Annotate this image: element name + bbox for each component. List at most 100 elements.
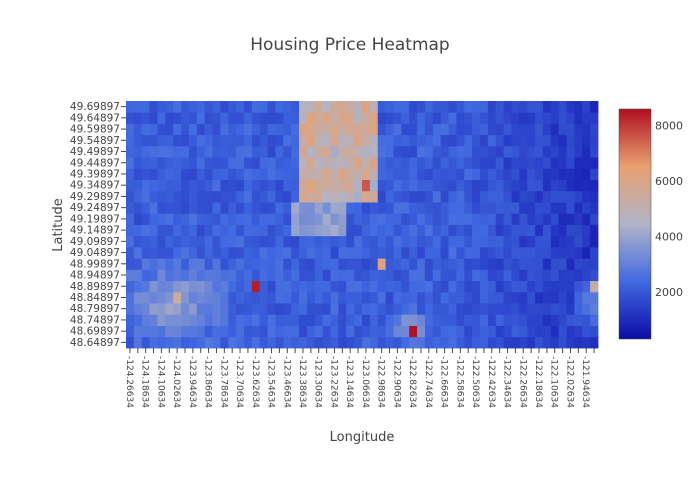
heatmap-cell: [377, 179, 386, 192]
heatmap-cell: [149, 101, 158, 113]
heatmap-cell: [424, 179, 434, 192]
heatmap-cell: [244, 246, 253, 259]
heatmap-cell: [432, 134, 442, 147]
heatmap-cell: [228, 179, 237, 192]
x-tick-label: -123.22634: [328, 356, 338, 408]
heatmap-cell: [456, 123, 465, 136]
heatmap-cell: [275, 314, 284, 326]
heatmap-cell: [283, 157, 292, 169]
heatmap-cell: [283, 202, 292, 214]
heatmap-cell: [275, 202, 284, 214]
heatmap-cell: [448, 123, 457, 136]
heatmap-cell: [244, 190, 253, 203]
heatmap-cell: [393, 179, 402, 192]
heatmap-cell: [472, 269, 481, 282]
heatmap-cell: [566, 134, 575, 147]
heatmap-cell: [322, 157, 331, 169]
heatmap-cell: [133, 157, 143, 169]
heatmap-cell: [346, 213, 355, 225]
heatmap-cell: [314, 269, 324, 282]
heatmap-cell: [456, 202, 465, 214]
heatmap-cell: [566, 168, 575, 180]
heatmap-cell: [204, 168, 213, 180]
heatmap-cell: [283, 168, 292, 180]
heatmap-cell: [409, 190, 418, 203]
heatmap-cell: [322, 246, 331, 259]
heatmap-cell: [181, 258, 190, 270]
heatmap-cell: [511, 157, 520, 169]
heatmap-cell: [236, 213, 245, 225]
heatmap-cell: [472, 190, 481, 203]
heatmap-cell: [275, 168, 284, 180]
heatmap-cell: [511, 291, 520, 304]
heatmap-cell: [503, 303, 512, 315]
heatmap-cell: [472, 291, 481, 304]
heatmap-cell: [558, 101, 567, 113]
heatmap-cell: [181, 123, 190, 136]
y-tick-label: 49.64897: [70, 112, 120, 124]
heatmap-cell: [338, 134, 347, 147]
heatmap-cell: [275, 112, 284, 124]
heatmap-cell: [362, 269, 371, 282]
x-tick-label: -123.54634: [266, 356, 276, 408]
heatmap-cell: [306, 336, 316, 349]
heatmap-cell: [149, 157, 158, 169]
heatmap-cell: [535, 101, 544, 113]
heatmap-cell: [314, 112, 324, 124]
heatmap-cell: [188, 235, 198, 248]
heatmap-cell: [417, 235, 426, 248]
heatmap-cell: [511, 134, 520, 147]
heatmap-cell: [511, 280, 520, 293]
heatmap-cell: [527, 303, 536, 315]
heatmap-cell: [542, 168, 552, 180]
heatmap-cell: [322, 179, 331, 192]
heatmap-cell: [220, 314, 229, 326]
heatmap-cell: [550, 145, 560, 158]
heatmap-cell: [503, 314, 512, 326]
heatmap-cell: [590, 258, 599, 270]
heatmap-cell: [558, 314, 567, 326]
heatmap-cell: [511, 145, 520, 158]
heatmap-cell: [228, 168, 237, 180]
colorbar-tick-label: 2000: [655, 286, 683, 299]
heatmap-cell: [204, 291, 213, 304]
heatmap-cell: [385, 134, 394, 147]
heatmap-cell: [464, 123, 473, 136]
heatmap-cell: [385, 280, 394, 293]
heatmap-cell: [173, 269, 182, 282]
heatmap-cell: [503, 134, 512, 147]
heatmap-cell: [590, 224, 599, 237]
heatmap-cell: [173, 168, 182, 180]
x-tick-label: -124.10634: [155, 356, 165, 408]
heatmap-cell: [487, 213, 497, 225]
heatmap-cell: [204, 202, 213, 214]
heatmap-cell: [472, 314, 481, 326]
heatmap-cell: [338, 314, 347, 326]
heatmap-cell: [338, 325, 347, 338]
heatmap-cell: [346, 168, 355, 180]
heatmap-cell: [448, 258, 457, 270]
heatmap-cell: [346, 235, 355, 248]
heatmap-cell: [487, 145, 497, 158]
heatmap-cell: [558, 246, 567, 259]
heatmap-cell: [157, 280, 166, 293]
heatmap-cell: [141, 145, 150, 158]
heatmap-cell: [535, 112, 544, 124]
heatmap-cell: [401, 202, 410, 214]
heatmap-cell: [133, 336, 143, 349]
heatmap-cell: [432, 336, 442, 349]
heatmap-cell: [495, 269, 504, 282]
heatmap-cell: [299, 123, 308, 136]
heatmap-cell: [519, 179, 528, 192]
heatmap-cell: [432, 291, 442, 304]
heatmap-cell: [188, 112, 198, 124]
heatmap-cell: [126, 336, 135, 349]
heatmap-cell: [417, 134, 426, 147]
heatmap-cell: [417, 246, 426, 259]
heatmap-cell: [212, 269, 221, 282]
heatmap-cell: [495, 145, 504, 158]
heatmap-cell: [472, 246, 481, 259]
heatmap-cell: [165, 123, 174, 136]
heatmap-cell: [126, 202, 135, 214]
heatmap-cell: [141, 336, 150, 349]
